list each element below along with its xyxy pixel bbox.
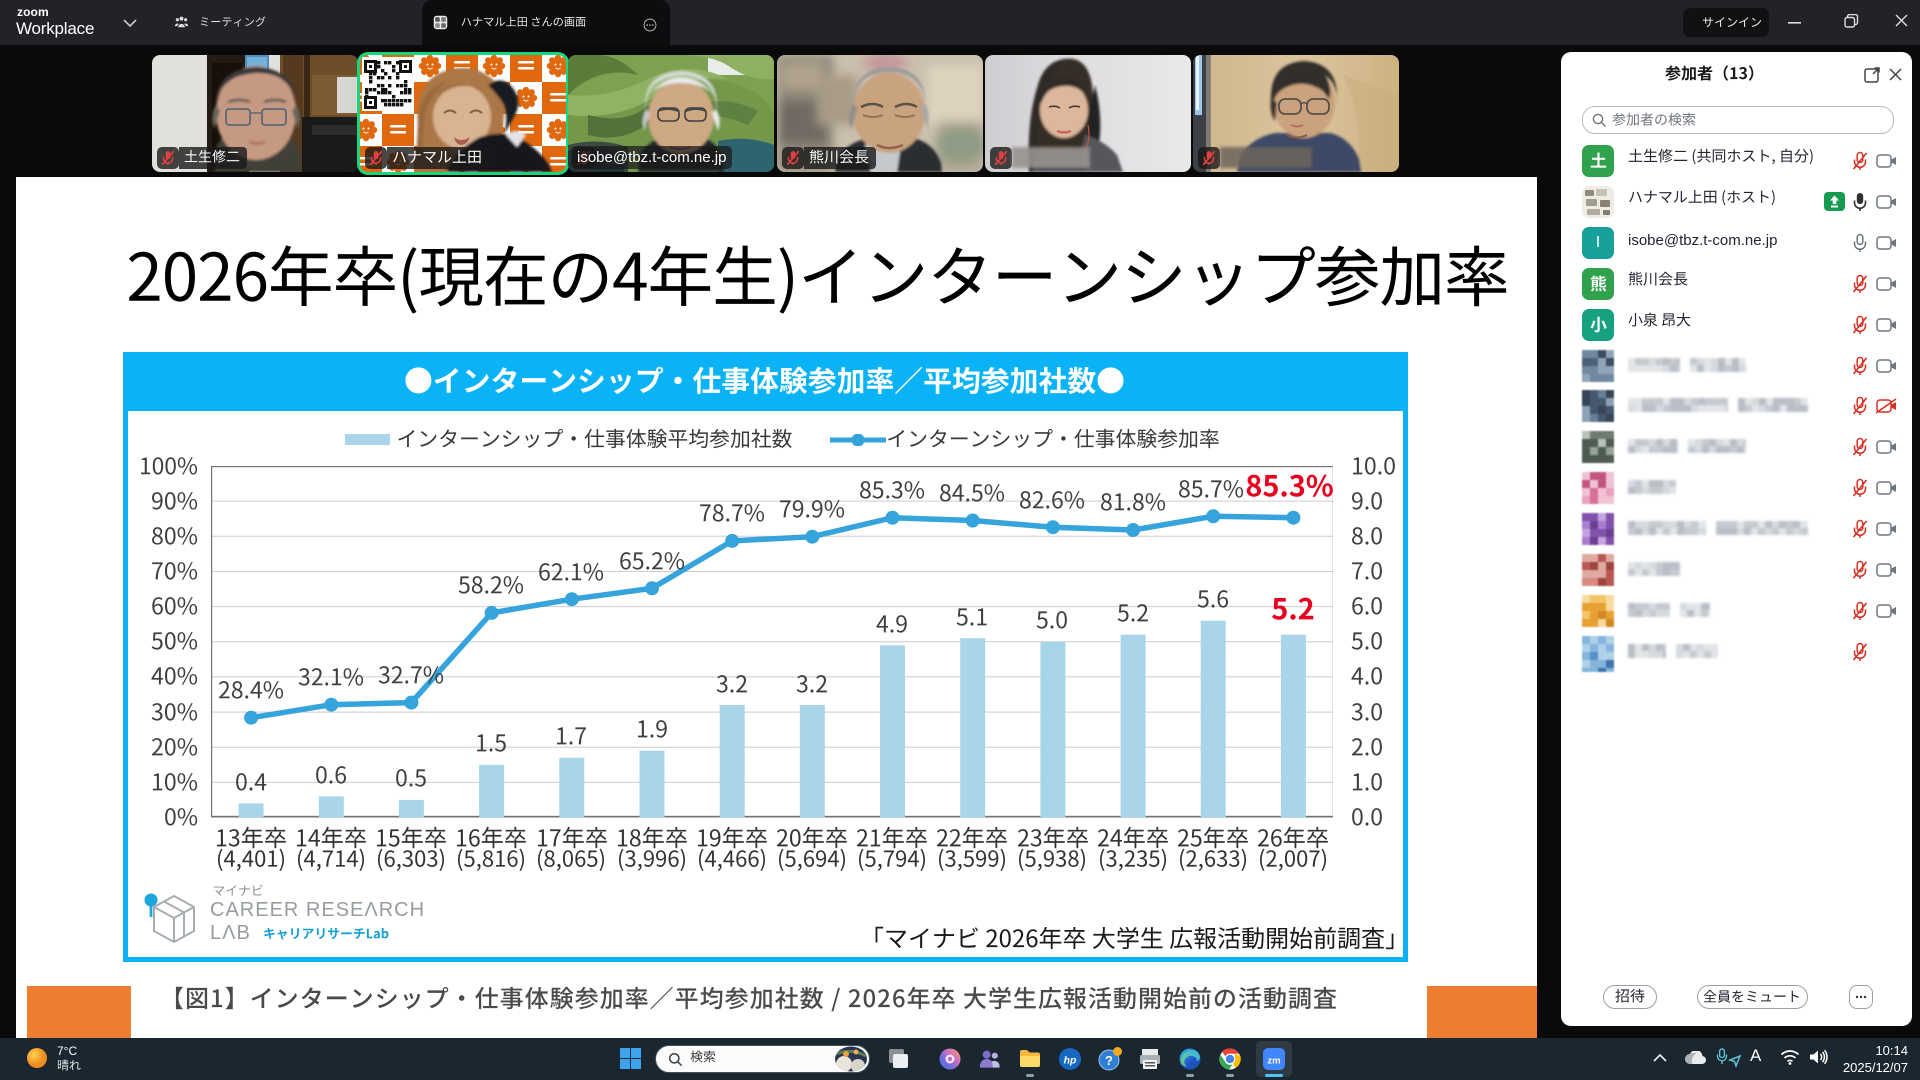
svg-text:hp: hp [1064, 1055, 1077, 1067]
svg-text:?: ? [1105, 1053, 1113, 1068]
svg-text:zm: zm [1267, 1056, 1280, 1067]
